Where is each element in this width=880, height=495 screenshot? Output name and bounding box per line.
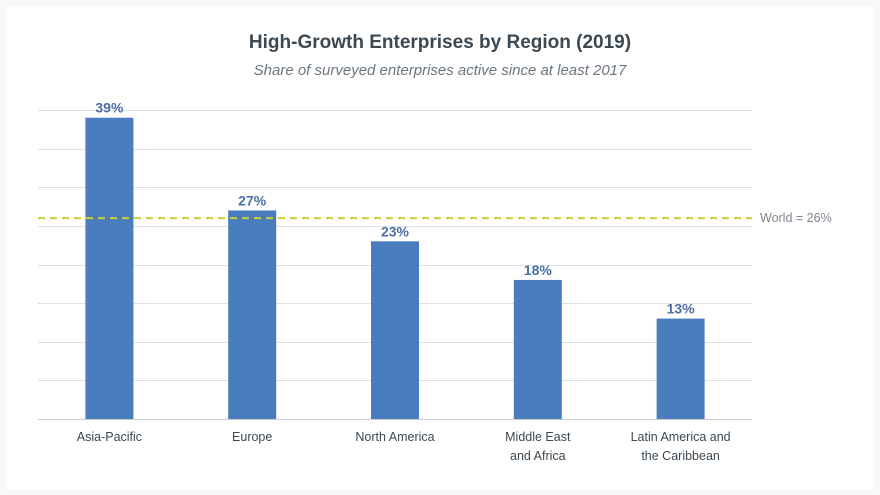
bar-3 (513, 279, 562, 419)
chart-subtitle: Share of surveyed enterprises active sin… (253, 62, 627, 79)
bar-1 (228, 210, 277, 419)
x-tick-label: the Caribbean (641, 449, 720, 463)
world-average-label: World = 26% (760, 211, 832, 225)
chart-title: High-Growth Enterprises by Region (2019) (248, 32, 632, 53)
x-tick-label: Middle East (505, 430, 571, 444)
bar-value-label: 23% (381, 223, 410, 239)
bar-value-label: 18% (524, 262, 553, 278)
x-tick-label: Latin America and (631, 430, 731, 444)
x-tick-label: and Africa (510, 449, 566, 463)
chart-frame (6, 6, 874, 489)
bar-value-label: 27% (238, 192, 267, 208)
bar-value-label: 39% (95, 100, 124, 116)
x-tick-label: Europe (232, 430, 272, 444)
x-tick-label: North America (355, 430, 434, 444)
bar-4 (656, 318, 705, 419)
bar-0 (85, 117, 134, 419)
x-tick-label: Asia-Pacific (77, 430, 142, 444)
bar-value-label: 13% (667, 301, 696, 317)
bar-2 (371, 241, 419, 419)
